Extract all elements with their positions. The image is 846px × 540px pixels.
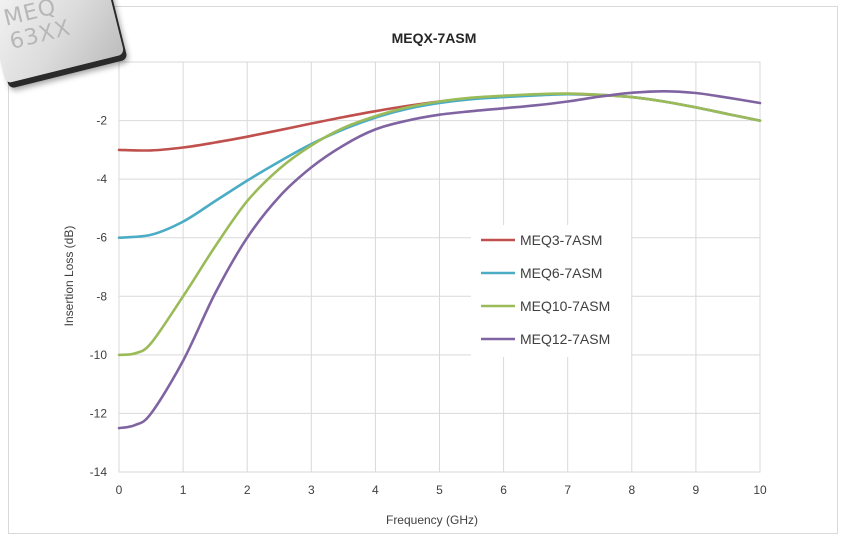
y-tick-label: -8 [96,289,107,303]
chart-svg: 0 1 2 3 4 5 6 7 8 9 10-2-4-6-8-10-12-14 MEQX-7ASM … [62,30,767,527]
legend-label: MEQ12-7ASM [520,331,610,347]
series-lines [117,89,762,430]
legend: MEQ3-7ASM MEQ6-7ASM MEQ10-7ASM MEQ12-7ASM [471,225,631,357]
x-tick-label: 5 [436,483,443,497]
x-axis-title: Frequency (GHz) [386,513,478,527]
legend-label: MEQ10-7ASM [520,298,610,314]
tick-labels: 0 1 2 3 4 5 6 7 8 9 10 -2 -4 -6 -8 -10 -12 -14 [90,114,767,497]
chart-title: MEQX-7ASM [392,30,477,46]
series-line-meq10-7asm [117,92,762,357]
x-tick-label: 0 [116,483,123,497]
x-tick-label: 8 [628,483,635,497]
y-tick-label: -12 [90,406,108,420]
chip-marking: MEQ 63XX [1,0,74,55]
y-axis-title: Insertion Loss (dB) [62,226,76,327]
x-tick-label: 2 [244,483,251,497]
grid [118,61,761,473]
y-tick-label: -6 [96,231,107,245]
x-tick-label: 10 [753,483,767,497]
series-line-meq12-7asm [117,89,762,430]
x-tick-label: 1 [180,483,187,497]
legend-label: MEQ6-7ASM [520,265,602,281]
x-tick-label: 6 [500,483,507,497]
x-tick-label: 4 [372,483,379,497]
y-tick-label: -10 [90,348,108,362]
chart-frame: 0 1 2 3 4 5 6 7 8 9 10 -2 -4 -6 -8 -10 -12 -14 MEQX-7ASM … [8,6,838,534]
y-tick-label: -2 [96,114,107,128]
y-tick-label: -4 [96,172,107,186]
x-tick-label: 9 [693,483,700,497]
x-tick-label: 7 [564,483,571,497]
legend-box [471,225,631,357]
legend-label: MEQ3-7ASM [520,232,602,248]
x-tick-label: 3 [308,483,315,497]
y-tick-label: -14 [90,465,108,479]
